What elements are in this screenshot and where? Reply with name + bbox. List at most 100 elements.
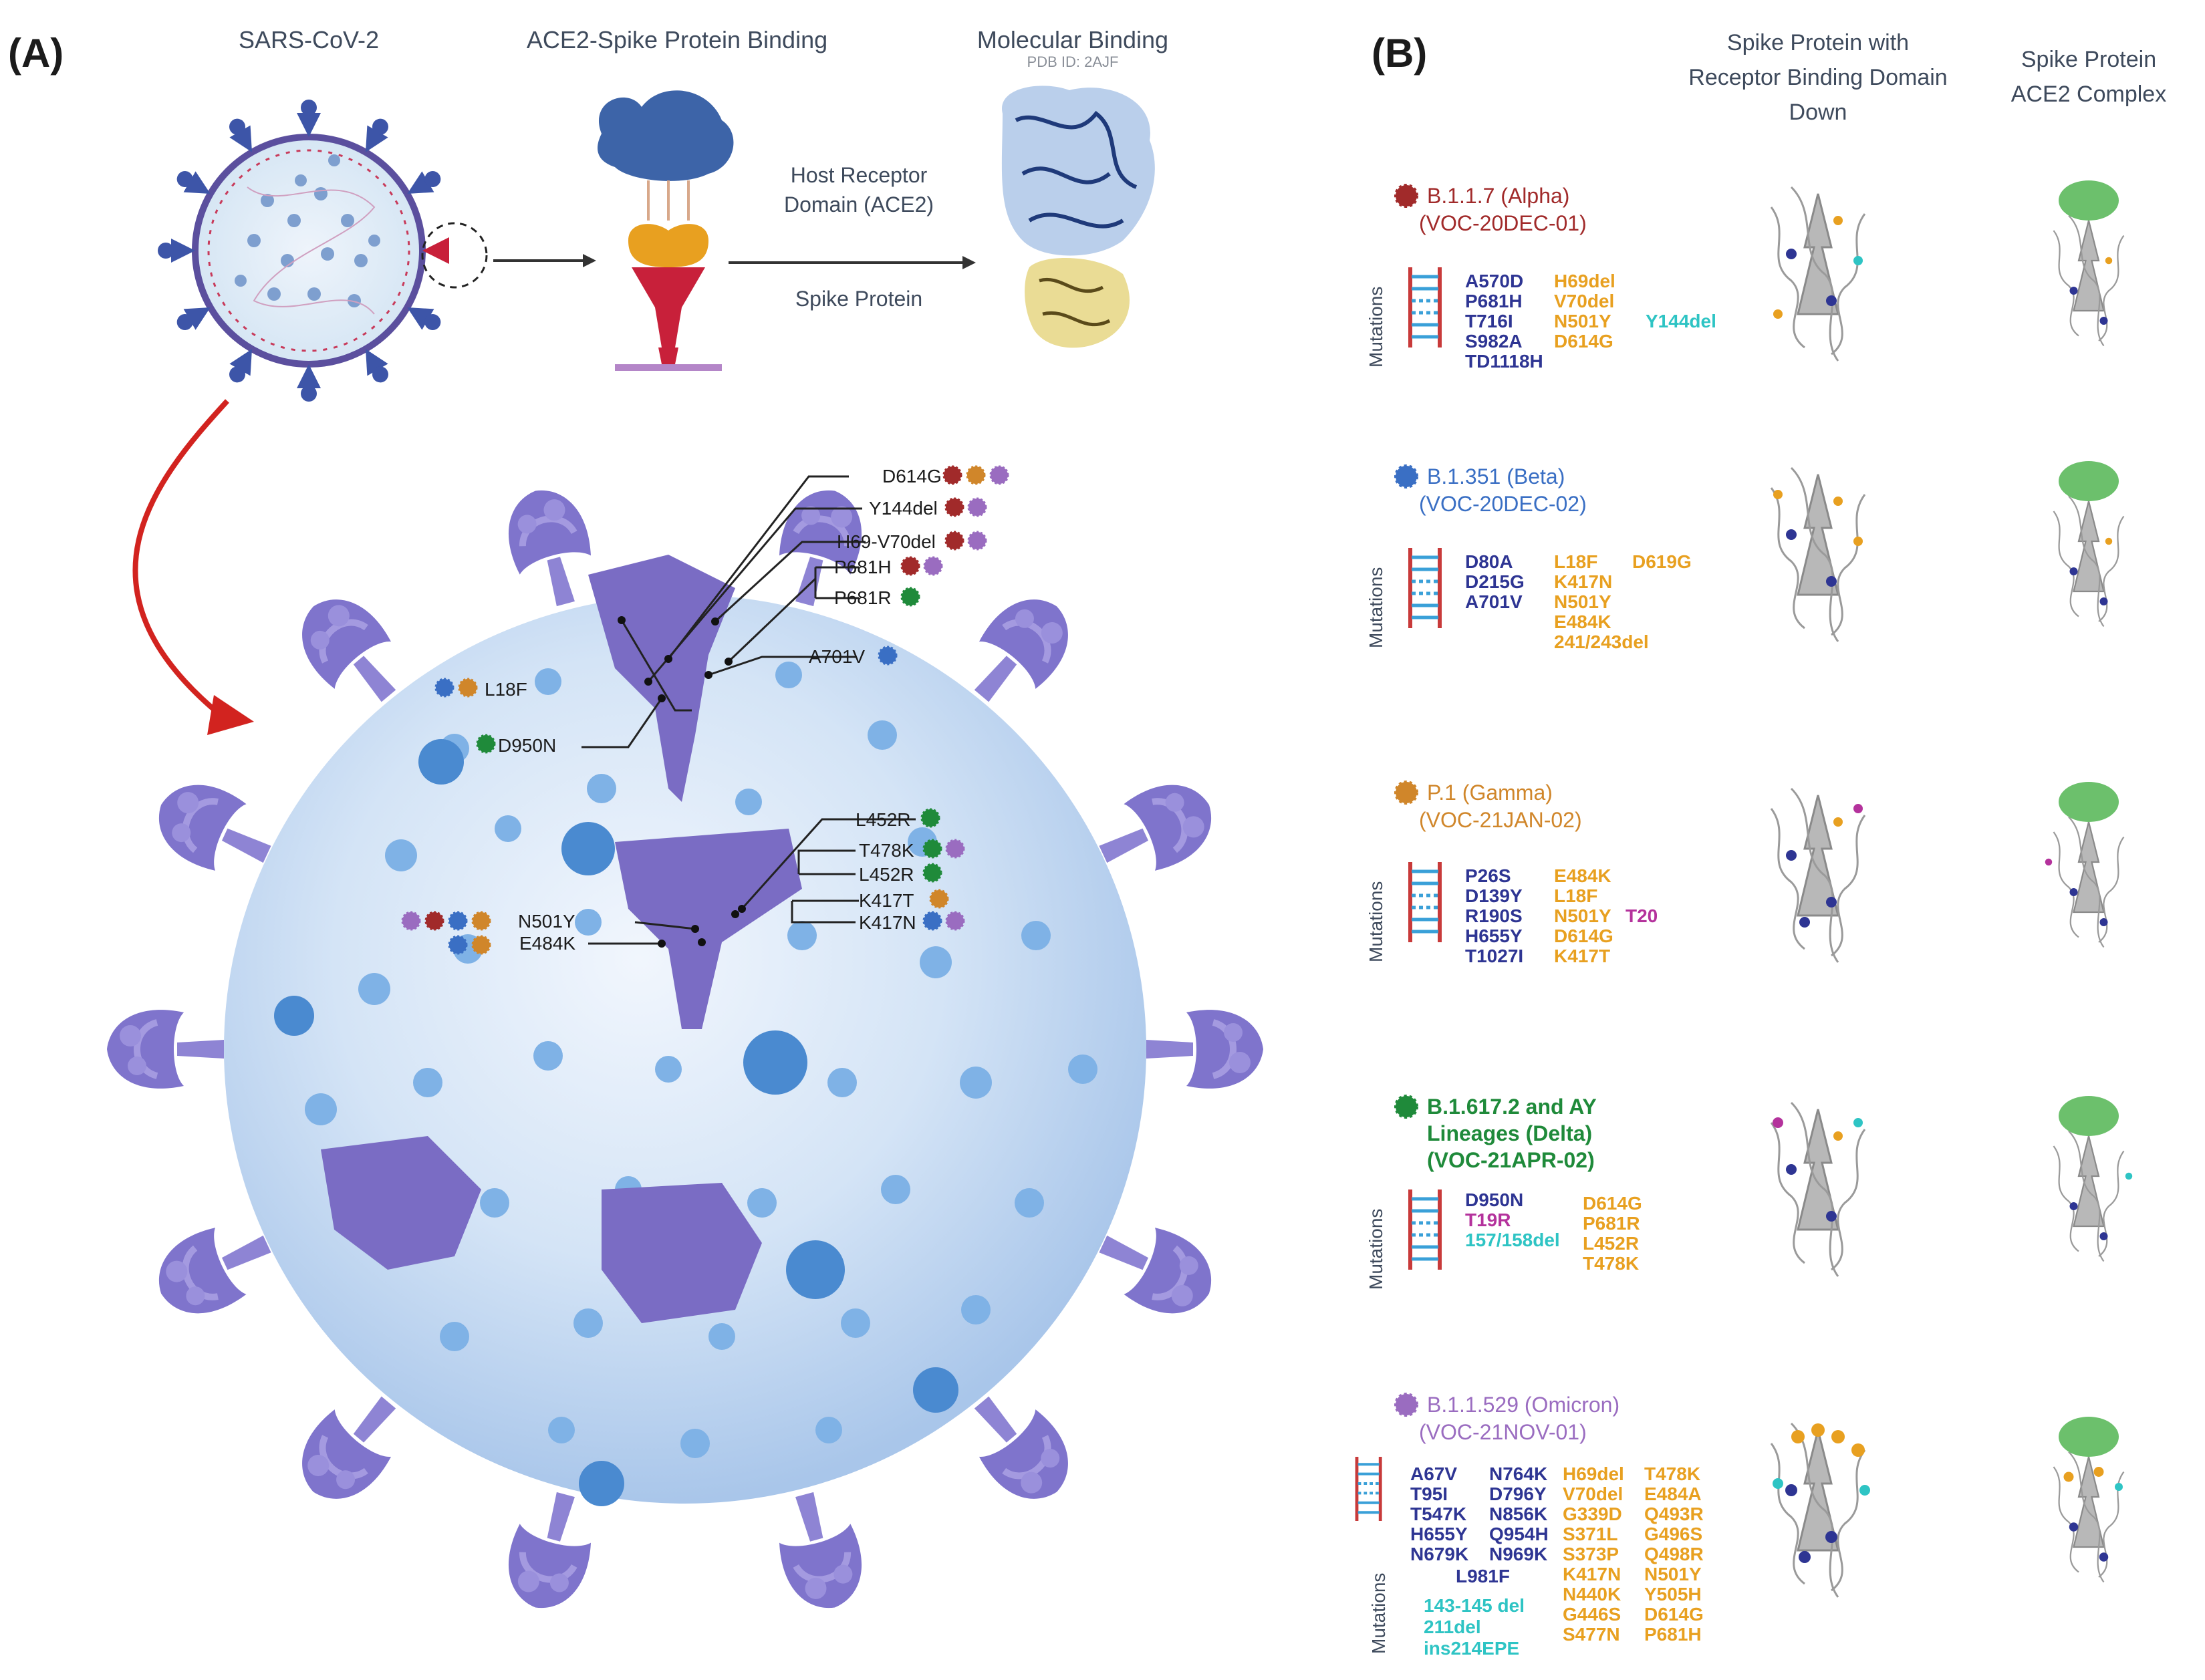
delta-virus-icon [1394, 1095, 1418, 1119]
delta-structure-ace2-complex [2053, 1096, 2133, 1262]
delta-name-line2: Lineages (Delta) [1427, 1121, 1592, 1145]
gamma-dna-icon [1410, 862, 1440, 942]
alpha-mut: N501Y [1554, 311, 1611, 331]
variant-row-omicron: B.1.1.529 (Omicron) (VOC-21NOV-01) Mutat… [1357, 1393, 2125, 1659]
omicron-mut: N440K [1563, 1584, 1621, 1604]
omicron-structure-rbd-down [1770, 1422, 1870, 1598]
label-l18f: L18F [485, 679, 527, 700]
gamma-mut: E484K [1554, 865, 1611, 886]
header-pdb: PDB ID: 2AJF [1027, 53, 1119, 70]
gamma-mutations-label: Mutations [1366, 881, 1386, 962]
molecular-structure-illustration [1001, 86, 1155, 348]
delta-mut: D614G [1583, 1193, 1642, 1214]
beta-mut: D215G [1465, 571, 1525, 592]
spike-protein-label: Spike Protein [795, 287, 922, 311]
omicron-virus-icon [1394, 1393, 1418, 1417]
alpha-structure-ace2-complex [2053, 180, 2125, 347]
host-receptor-line1: Host Receptor [791, 163, 928, 187]
omicron-code: (VOC-21NOV-01) [1419, 1420, 1587, 1444]
label-k417t: K417T [859, 890, 914, 911]
beta-name: B.1.351 (Beta) [1427, 464, 1565, 488]
variant-markers [401, 465, 1009, 955]
delta-mut: T19R [1465, 1210, 1511, 1230]
omicron-mut: S373P [1563, 1544, 1619, 1564]
delta-name: B.1.617.2 and AY [1427, 1095, 1597, 1119]
beta-mut: D619G [1632, 551, 1692, 572]
gamma-mut: T20 [1626, 905, 1658, 926]
gamma-structure-ace2-complex [2045, 782, 2125, 948]
label-p681r: P681R [834, 587, 892, 608]
gamma-mut: H655Y [1465, 926, 1523, 946]
delta-mut: L452R [1583, 1233, 1639, 1254]
zoom-arrow [132, 399, 254, 735]
omicron-mut: N969K [1489, 1544, 1547, 1564]
label-l452r-b: L452R [859, 864, 914, 885]
delta-mutations-label: Mutations [1366, 1209, 1386, 1290]
beta-mut: 241/243del [1554, 632, 1649, 652]
alpha-mut: P681H [1465, 291, 1523, 311]
gamma-mut: P26S [1465, 865, 1511, 886]
delta-mut: P681R [1583, 1213, 1640, 1234]
omicron-mut: H655Y [1410, 1524, 1468, 1544]
omicron-mut: G339D [1563, 1504, 1622, 1524]
delta-dna-icon [1410, 1189, 1440, 1270]
label-a701v: A701V [809, 646, 865, 667]
gamma-virus-icon [1394, 781, 1418, 805]
alpha-code: (VOC-20DEC-01) [1419, 211, 1587, 235]
label-d614g: D614G [882, 466, 942, 486]
omicron-mut: V70del [1563, 1484, 1623, 1504]
beta-structure-rbd-down [1770, 466, 1866, 643]
omicron-mut: Y505H [1644, 1584, 1702, 1604]
panel-b-label: (B) [1372, 31, 1427, 76]
gamma-code: (VOC-21JAN-02) [1419, 808, 1582, 832]
omicron-mut: E484A [1644, 1484, 1702, 1504]
beta-virus-icon [1394, 464, 1418, 488]
panel-a-label: (A) [8, 31, 63, 76]
omicron-mutations-label: Mutations [1368, 1573, 1389, 1654]
omicron-structure-ace2-complex [2053, 1417, 2125, 1583]
col-header-1-line3: Down [1789, 100, 1847, 125]
omicron-mut: 211del [1424, 1617, 1481, 1637]
alpha-mut: V70del [1554, 291, 1614, 311]
header-binding: ACE2-Spike Protein Binding [527, 26, 827, 53]
omicron-mut: H69del [1563, 1463, 1624, 1484]
gamma-mut: L18F [1554, 885, 1597, 906]
header-molecular: Molecular Binding [977, 26, 1168, 53]
omicron-mut: Q493R [1644, 1504, 1704, 1524]
label-h69v70del: H69-V70del [837, 531, 936, 552]
omicron-mut: N679K [1410, 1544, 1468, 1564]
mutation-callouts [581, 475, 916, 945]
arrow-to-molecular [729, 256, 976, 269]
col-header-1-line1: Spike Protein with [1727, 30, 1909, 55]
omicron-mut: A67V [1410, 1463, 1457, 1484]
omicron-mut: N501Y [1644, 1564, 1702, 1584]
gamma-structure-rbd-down [1770, 787, 1866, 964]
label-e484k: E484K [519, 933, 575, 954]
beta-mut: E484K [1554, 611, 1611, 632]
label-n501y: N501Y [518, 911, 575, 932]
alpha-mut: T716I [1465, 311, 1513, 331]
variant-row-beta: B.1.351 (Beta) (VOC-20DEC-02) Mutations … [1366, 461, 2125, 652]
beta-mut: L18F [1554, 551, 1597, 572]
omicron-mut: K417N [1563, 1564, 1621, 1584]
beta-mut: A701V [1465, 591, 1523, 612]
beta-code: (VOC-20DEC-02) [1419, 492, 1587, 516]
omicron-mut: Q498R [1644, 1544, 1704, 1564]
alpha-mut: Y144del [1646, 311, 1716, 331]
alpha-mutations-label: Mutations [1366, 287, 1386, 368]
omicron-mut: ins214EPE [1424, 1638, 1519, 1659]
alpha-structure-rbd-down [1770, 186, 1866, 362]
arrow-to-binding [493, 254, 596, 267]
omicron-mut: P681H [1644, 1624, 1702, 1645]
label-t478k: T478K [859, 840, 914, 861]
alpha-mut: D614G [1554, 331, 1613, 352]
omicron-mut: T95I [1410, 1484, 1448, 1504]
variant-row-gamma: P.1 (Gamma) (VOC-21JAN-02) Mutations P26… [1366, 781, 2125, 966]
omicron-mut: Q954H [1489, 1524, 1549, 1544]
gamma-mut: T1027I [1465, 946, 1523, 966]
col-header-2-line1: Spike Protein [2021, 47, 2156, 72]
gamma-mut: R190S [1465, 905, 1523, 926]
delta-mut: D950N [1465, 1189, 1523, 1210]
beta-mut: N501Y [1554, 591, 1611, 612]
gamma-name: P.1 (Gamma) [1427, 781, 1553, 805]
